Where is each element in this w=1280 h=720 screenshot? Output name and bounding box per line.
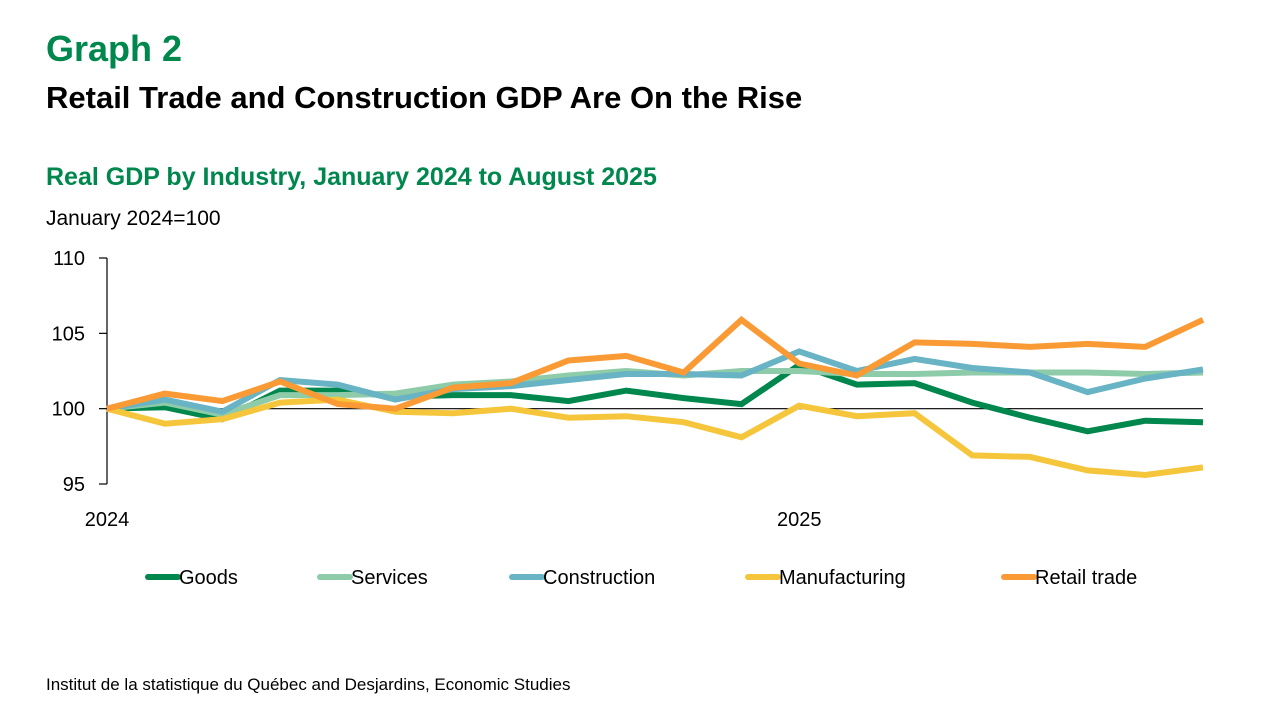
series-line-construction	[106, 348, 1204, 415]
y-tick-label: 105	[52, 323, 85, 345]
source-note: Institut de la statistique du Québec and…	[46, 675, 571, 694]
legend-label: Services	[351, 567, 428, 589]
legend-item-goods: Goods	[145, 567, 238, 589]
y-axis-unit-label: January 2024=100	[46, 207, 221, 230]
legend-item-manufacturing: Manufacturing	[745, 567, 906, 589]
legend-item-construction: Construction	[509, 567, 655, 589]
x-tick-label: 2025	[777, 509, 822, 531]
graph-number: Graph 2	[46, 28, 183, 69]
legend-label: Retail trade	[1035, 567, 1137, 589]
legend-label: Manufacturing	[779, 567, 906, 589]
y-tick-label: 110	[53, 248, 85, 270]
legend-label: Goods	[179, 567, 238, 589]
legend: Goods Services Construction Manufacturing Re…	[145, 567, 1137, 589]
series-line-goods	[106, 361, 1204, 435]
series-line-retail-trade	[106, 315, 1205, 412]
x-tick-label: 2024	[85, 509, 130, 531]
series-layer	[106, 315, 1205, 479]
y-tick-label: 100	[52, 399, 85, 421]
legend-item-retail-trade: Retail trade	[1001, 567, 1137, 589]
chart-headline: Retail Trade and Construction GDP Are On…	[46, 80, 803, 115]
y-tick-label: 95	[63, 474, 85, 496]
chart-subtitle: Real GDP by Industry, January 2024 to Au…	[46, 163, 657, 191]
legend-label: Construction	[543, 567, 655, 589]
legend-item-services: Services	[317, 567, 428, 589]
series-line-manufacturing	[106, 396, 1204, 479]
axes: 95 100 105 110 2024 2025	[52, 248, 1203, 531]
